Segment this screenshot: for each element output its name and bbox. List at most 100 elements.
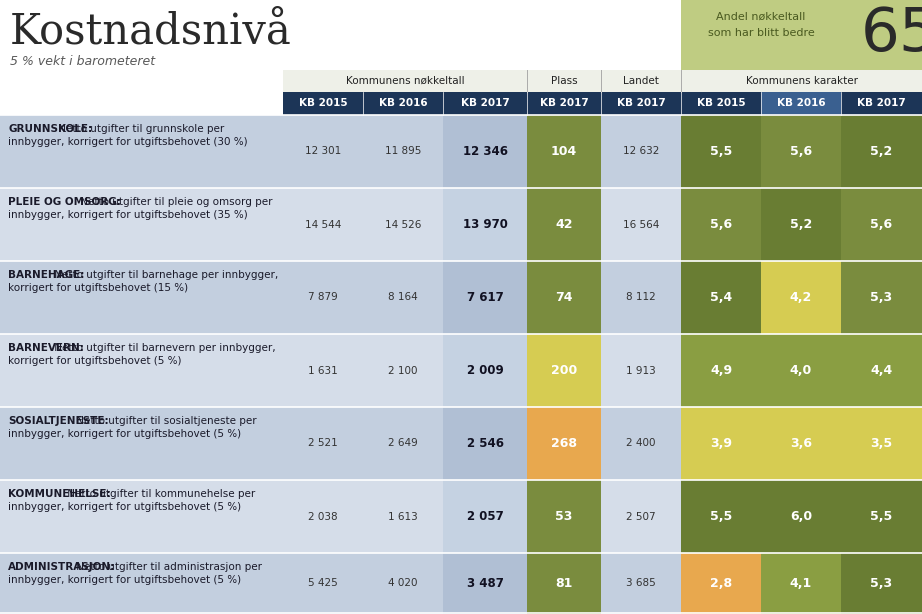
Bar — [443, 188, 527, 261]
Bar — [681, 0, 922, 70]
Text: 5,5: 5,5 — [710, 510, 732, 523]
Bar — [443, 115, 527, 188]
Text: PLEIE OG OMSORG:: PLEIE OG OMSORG: — [8, 197, 121, 207]
Text: 4,0: 4,0 — [790, 364, 812, 377]
Text: 65: 65 — [861, 5, 922, 64]
Bar — [681, 407, 761, 480]
Bar — [527, 407, 601, 480]
Text: 2 649: 2 649 — [388, 438, 418, 448]
Text: Landet: Landet — [623, 76, 659, 86]
Text: 3,5: 3,5 — [870, 437, 892, 450]
Bar — [0, 261, 443, 334]
Text: 1 631: 1 631 — [308, 365, 337, 376]
Text: 3 685: 3 685 — [626, 578, 656, 588]
Bar — [601, 407, 681, 480]
Text: KB 2017: KB 2017 — [617, 98, 666, 109]
Bar — [761, 407, 841, 480]
Bar — [681, 261, 761, 334]
Text: 5,2: 5,2 — [790, 218, 812, 231]
Bar — [761, 188, 841, 261]
Text: 3,6: 3,6 — [790, 437, 812, 450]
Bar — [681, 188, 761, 261]
Text: 200: 200 — [550, 364, 577, 377]
Text: 5,3: 5,3 — [870, 577, 892, 590]
Text: 7 617: 7 617 — [467, 291, 503, 304]
Bar — [443, 261, 527, 334]
Bar — [761, 92, 841, 115]
Text: KB 2015: KB 2015 — [697, 98, 745, 109]
Text: KB 2017: KB 2017 — [461, 98, 509, 109]
Bar — [527, 480, 601, 553]
Bar — [601, 334, 681, 407]
Bar — [841, 553, 922, 614]
Text: 12 301: 12 301 — [305, 147, 341, 157]
Text: KOMMUNEHELSE:: KOMMUNEHELSE: — [8, 489, 111, 499]
Bar — [841, 334, 922, 407]
Text: 2 521: 2 521 — [308, 438, 337, 448]
Text: Netto utgifter til grunnskole per: Netto utgifter til grunnskole per — [55, 124, 225, 134]
Text: 8 112: 8 112 — [626, 292, 656, 303]
Bar — [681, 480, 761, 553]
Bar — [761, 261, 841, 334]
Text: 5 % vekt i barometeret: 5 % vekt i barometeret — [10, 55, 155, 68]
Bar — [527, 188, 601, 261]
Text: 3,9: 3,9 — [710, 437, 732, 450]
Text: KB 2016: KB 2016 — [379, 98, 427, 109]
Text: innbygger, korrigert for utgiftsbehovet (30 %): innbygger, korrigert for utgiftsbehovet … — [8, 137, 248, 147]
Text: 3 487: 3 487 — [467, 577, 503, 590]
Bar — [443, 334, 527, 407]
Text: 74: 74 — [555, 291, 573, 304]
Bar — [0, 480, 443, 553]
Text: BARNEHAGE:: BARNEHAGE: — [8, 270, 85, 280]
Text: 104: 104 — [550, 145, 577, 158]
Text: 53: 53 — [555, 510, 573, 523]
Bar — [601, 553, 681, 614]
Text: 2,8: 2,8 — [710, 577, 732, 590]
Bar — [761, 115, 841, 188]
Bar — [443, 407, 527, 480]
Bar — [681, 115, 761, 188]
Text: 12 632: 12 632 — [623, 147, 659, 157]
Text: 5,5: 5,5 — [870, 510, 892, 523]
Bar — [681, 334, 761, 407]
Text: korrigert for utgiftsbehovet (5 %): korrigert for utgiftsbehovet (5 %) — [8, 356, 182, 366]
Bar — [841, 188, 922, 261]
Text: GRUNNSKOLE:: GRUNNSKOLE: — [8, 124, 92, 134]
Text: 5,6: 5,6 — [870, 218, 892, 231]
Text: 5,2: 5,2 — [870, 145, 892, 158]
Text: Kostnadsnivå: Kostnadsnivå — [10, 10, 291, 52]
Text: 6,0: 6,0 — [790, 510, 812, 523]
Text: 5,3: 5,3 — [870, 291, 892, 304]
Text: 5,6: 5,6 — [790, 145, 812, 158]
Text: 2 057: 2 057 — [467, 510, 503, 523]
Bar — [601, 261, 681, 334]
Text: BARNEVERN:: BARNEVERN: — [8, 343, 84, 353]
Text: 14 544: 14 544 — [305, 219, 341, 230]
Text: Kommunens nøkkeltall: Kommunens nøkkeltall — [346, 76, 465, 86]
Text: 2 546: 2 546 — [467, 437, 503, 450]
Text: 11 895: 11 895 — [384, 147, 421, 157]
Text: 5,4: 5,4 — [710, 291, 732, 304]
Text: KB 2017: KB 2017 — [857, 98, 906, 109]
Bar — [841, 261, 922, 334]
Bar — [0, 407, 443, 480]
Bar — [0, 334, 443, 407]
Text: 1 613: 1 613 — [388, 511, 418, 521]
Text: SOSIALTJENESTE:: SOSIALTJENESTE: — [8, 416, 109, 426]
Text: KB 2016: KB 2016 — [776, 98, 825, 109]
Bar — [443, 553, 527, 614]
Bar — [841, 480, 922, 553]
Bar — [443, 480, 527, 553]
Text: 2 038: 2 038 — [308, 511, 337, 521]
Text: 4,4: 4,4 — [870, 364, 892, 377]
Text: innbygger, korrigert for utgiftsbehovet (5 %): innbygger, korrigert for utgiftsbehovet … — [8, 575, 242, 585]
Text: 14 526: 14 526 — [384, 219, 421, 230]
Text: 42: 42 — [555, 218, 573, 231]
Bar — [681, 553, 761, 614]
Bar — [841, 115, 922, 188]
Bar — [527, 553, 601, 614]
Text: 81: 81 — [555, 577, 573, 590]
Text: Netto utgifter til barnevern per innbygger,: Netto utgifter til barnevern per innbygg… — [51, 343, 276, 353]
Text: 2 507: 2 507 — [626, 511, 656, 521]
Text: ADMINISTRASJON:: ADMINISTRASJON: — [8, 562, 115, 572]
